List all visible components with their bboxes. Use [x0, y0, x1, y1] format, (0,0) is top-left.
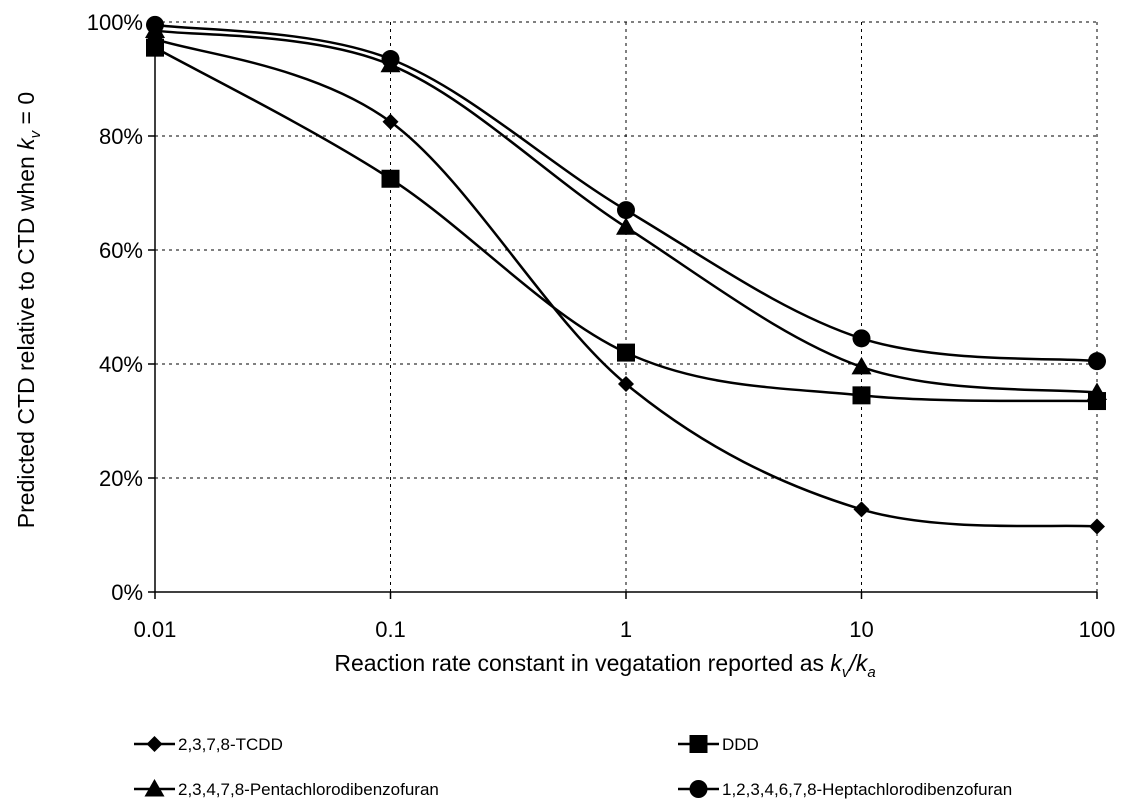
x-axis-title: Reaction rate constant in vegatation rep… — [334, 650, 875, 681]
legend-marker-diamond — [146, 736, 163, 752]
y-tick-label: 20% — [99, 466, 143, 491]
y-tick-label: 60% — [99, 238, 143, 263]
legend-marker-circle — [689, 780, 708, 798]
series-line-diamond — [154, 37, 1098, 528]
data-point-diamond — [618, 375, 634, 392]
y-tick-label: 80% — [99, 124, 143, 149]
legend: 2,3,7,8-TCDD DDD 2,3,4,7,8-Pentachlorodibe… — [134, 735, 1012, 799]
data-point-square — [146, 38, 164, 57]
x-tick-label: 0.01 — [134, 617, 177, 642]
data-point-circle — [146, 15, 164, 34]
data-point-triangle — [1087, 382, 1107, 400]
legend-label: 1,2,3,4,6,7,8-Heptachlorodibenzofuran — [722, 780, 1012, 799]
data-point-circle — [617, 201, 635, 220]
legend-marker-square — [689, 735, 708, 753]
data-point-square — [617, 343, 635, 362]
x-tick-label: 10 — [849, 617, 873, 642]
y-axis-title: Predicted CTD relative to CTD when kv = … — [13, 92, 44, 528]
grid — [155, 21, 1098, 592]
data-point-circle — [1088, 352, 1106, 371]
y-tick-label: 100% — [87, 10, 143, 35]
y-tick-label: 40% — [99, 352, 143, 377]
series-group — [145, 15, 1107, 535]
x-tick-label: 0.1 — [375, 617, 406, 642]
data-point-diamond — [382, 113, 399, 130]
legend-label: 2,3,7,8-TCDD — [178, 735, 283, 754]
data-point-triangle — [616, 217, 636, 235]
axes — [148, 21, 1098, 599]
data-point-circle — [381, 50, 400, 69]
data-point-circle — [852, 329, 871, 348]
data-point-diamond — [853, 501, 870, 518]
data-point-square — [381, 169, 400, 188]
legend-label: 2,3,4,7,8-Pentachlorodibenzofuran — [178, 780, 439, 799]
y-tick-label: 0% — [111, 580, 143, 605]
data-point-diamond — [1089, 518, 1105, 535]
data-point-triangle — [851, 356, 872, 375]
tick-labels: 0% 20% 40% 60% 80% 100% 0.01 0.1 1 10 100 — [87, 10, 1116, 642]
legend-marker-triangle — [144, 779, 165, 797]
x-tick-label: 1 — [620, 617, 632, 642]
x-tick-label: 100 — [1079, 617, 1116, 642]
data-point-square — [852, 386, 871, 405]
legend-label: DDD — [722, 735, 759, 754]
